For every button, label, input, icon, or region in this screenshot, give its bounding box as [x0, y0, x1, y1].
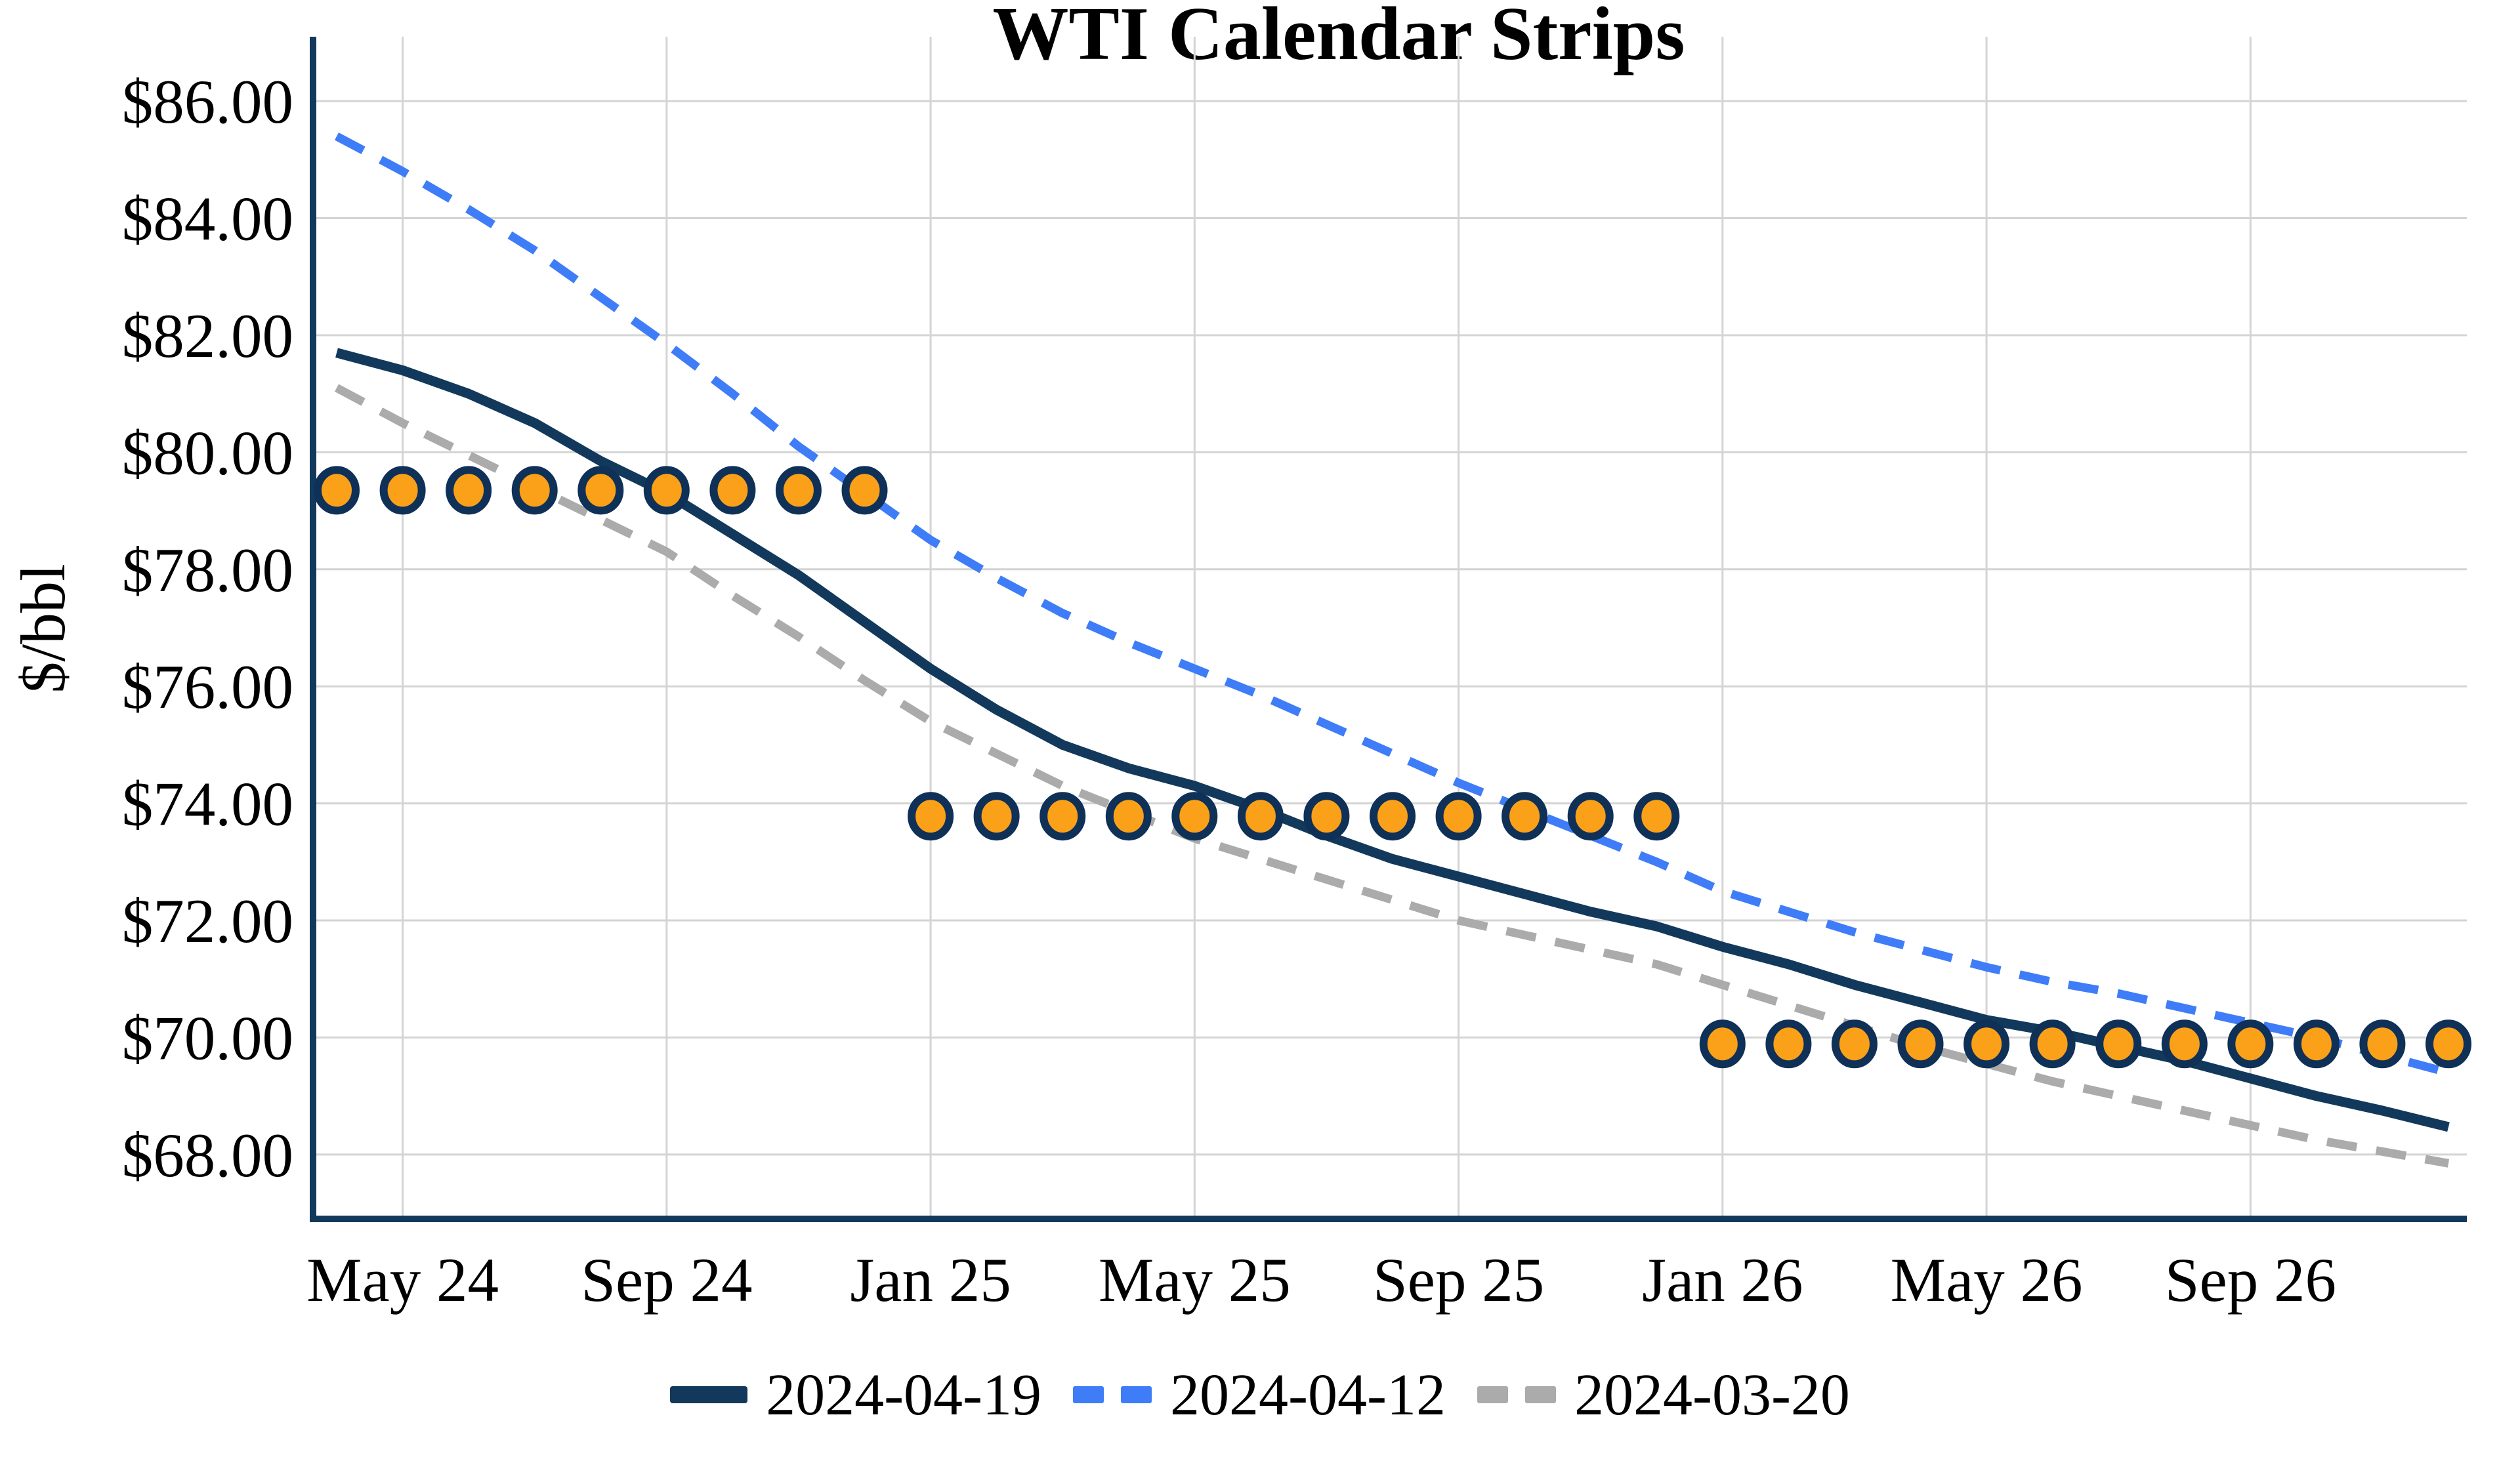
- legend-label: 2024-04-12: [1170, 1362, 1446, 1428]
- y-tick-label: $84.00: [122, 184, 293, 254]
- calendar-strip-dot: [1370, 792, 1416, 841]
- x-tick-label: Sep 24: [581, 1245, 752, 1315]
- calendar-strip-dot: [314, 466, 360, 515]
- y-tick-label: $80.00: [122, 418, 293, 487]
- x-tick-label: Jan 26: [1642, 1245, 1803, 1315]
- y-tick-label: $78.00: [122, 535, 293, 605]
- legend-label: 2024-03-20: [1574, 1362, 1850, 1428]
- calendar-strip-dot: [2095, 1019, 2142, 1069]
- legend-label: 2024-04-19: [766, 1362, 1042, 1428]
- dash-icon: [1073, 1386, 1104, 1403]
- calendar-strip-dot: [1171, 792, 1218, 841]
- legend-gray-dashed-swatch: [1477, 1386, 1556, 1403]
- y-tick-label: $76.00: [122, 652, 293, 722]
- calendar-strip-dot: [1040, 792, 1086, 841]
- calendar-strip-dot: [908, 792, 954, 841]
- legend-item-2024-04-12: 2024-04-12: [1073, 1361, 1446, 1429]
- calendar-strip-dot: [643, 466, 690, 515]
- dash-icon: [1477, 1386, 1508, 1403]
- calendar-strip-dot: [2293, 1019, 2340, 1069]
- calendar-strip-dot: [446, 466, 492, 515]
- legend: 2024-04-19 2024-04-12 2024-03-20: [0, 1355, 2520, 1434]
- calendar-strip-dot: [1633, 792, 1680, 841]
- dash-icon: [1524, 1386, 1556, 1403]
- calendar-strip-dot: [1435, 792, 1482, 841]
- x-tick-label: May 25: [1099, 1245, 1291, 1315]
- calendar-strip-dot: [1567, 792, 1614, 841]
- calendar-strip-dot: [709, 466, 756, 515]
- calendar-strip-dot: [2426, 1019, 2471, 1069]
- calendar-strip-dot: [2029, 1019, 2076, 1069]
- calendar-strip-dot: [578, 466, 624, 515]
- calendar-strip-dot: [379, 466, 426, 515]
- calendar-strip-dot: [511, 466, 558, 515]
- x-tick-label: May 26: [1891, 1245, 2083, 1315]
- calendar-strip-dot: [841, 466, 888, 515]
- calendar-strip-dot: [973, 792, 1020, 841]
- calendar-strip-dot: [1105, 792, 1152, 841]
- calendar-strip-dot: [1765, 1019, 1812, 1069]
- chart-title: WTI Calendar Strips: [992, 0, 1685, 76]
- x-tick-label: May 24: [306, 1245, 499, 1315]
- calendar-strip-dot: [1303, 792, 1350, 841]
- dash-icon: [1121, 1386, 1152, 1403]
- calendar-strip-dot: [1831, 1019, 1878, 1069]
- series-line-2024-03-20: [334, 384, 2450, 1168]
- y-tick-label: $72.00: [122, 886, 293, 956]
- legend-item-2024-04-19: 2024-04-19: [670, 1361, 1041, 1429]
- y-tick-label: $68.00: [122, 1120, 293, 1190]
- calendar-strip-dot: [1699, 1019, 1746, 1069]
- x-tick-label: Jan 25: [850, 1245, 1011, 1315]
- calendar-strip-dot: [2227, 1019, 2274, 1069]
- calendar-strip-dot: [1502, 792, 1548, 841]
- calendar-strip-dot: [1964, 1019, 2010, 1069]
- y-tick-label: $86.00: [122, 67, 293, 136]
- series-line-2024-04-12: [334, 132, 2450, 1077]
- series-line-2024-04-19: [335, 348, 2450, 1132]
- calendar-strip-dot: [1897, 1019, 1944, 1069]
- calendar-strip-dot: [2161, 1019, 2208, 1069]
- calendar-strip-dot: [2359, 1019, 2406, 1069]
- legend-blue-dashed-swatch: [1073, 1386, 1152, 1403]
- legend-item-2024-03-20: 2024-03-20: [1477, 1361, 1850, 1429]
- legend-solid-line-swatch: [670, 1386, 748, 1403]
- x-tick-label: Sep 25: [1373, 1245, 1544, 1315]
- y-tick-label: $74.00: [122, 770, 293, 839]
- calendar-strip-dot: [775, 466, 822, 515]
- x-tick-label: Sep 26: [2165, 1245, 2336, 1315]
- y-tick-label: $82.00: [122, 301, 293, 371]
- calendar-strip-dot: [1237, 792, 1284, 841]
- y-tick-label: $70.00: [122, 1003, 293, 1073]
